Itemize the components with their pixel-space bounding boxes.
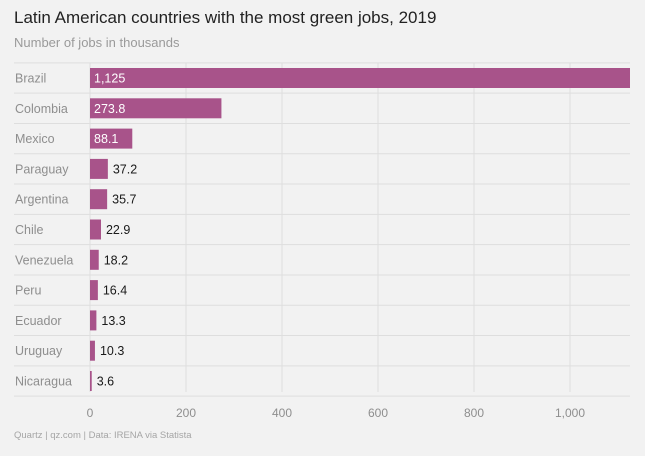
- chart-title: Latin American countries with the most g…: [14, 8, 437, 27]
- x-axis: 0 200 400 600 800 1,000: [87, 406, 586, 420]
- bar: [90, 219, 101, 240]
- bar: [90, 249, 99, 270]
- value-label: 22.9: [106, 223, 130, 237]
- bar: [90, 340, 95, 361]
- value-label: 16.4: [103, 284, 127, 298]
- value-label: 273.8: [94, 102, 125, 116]
- x-tick-label: 0: [87, 406, 94, 420]
- category-label: Brazil: [15, 72, 46, 86]
- category-label: Uruguay: [15, 344, 63, 358]
- value-label: 18.2: [104, 253, 128, 267]
- source-note: Quartz | qz.com | Data: IRENA via Statis…: [14, 430, 192, 441]
- category-label: Colombia: [15, 102, 68, 116]
- chart-subtitle: Number of jobs in thousands: [14, 35, 180, 50]
- x-tick-label: 600: [368, 406, 388, 420]
- gridlines: [14, 62, 630, 397]
- value-label: 1,125: [94, 72, 125, 86]
- x-tick-label: 200: [176, 406, 196, 420]
- labels: Brazil 1,125 Colombia 273.8 Mexico 88.1 Paragu…: [15, 72, 137, 389]
- category-label: Paraguay: [15, 162, 69, 176]
- bar: [90, 371, 92, 391]
- bar: [90, 128, 133, 149]
- bar: [90, 98, 222, 119]
- bar: [90, 68, 630, 88]
- x-tick-label: 400: [272, 406, 292, 420]
- category-label: Nicaragua: [15, 375, 72, 389]
- category-label: Chile: [15, 223, 44, 237]
- value-label: 3.6: [97, 375, 114, 389]
- category-label: Argentina: [15, 193, 69, 207]
- bars: [90, 68, 630, 391]
- category-label: Mexico: [15, 132, 55, 146]
- category-label: Venezuela: [15, 253, 73, 267]
- category-label: Peru: [15, 284, 41, 298]
- bar: [90, 189, 108, 210]
- bar: [90, 310, 97, 331]
- value-label: 35.7: [112, 193, 136, 207]
- x-tick-label: 1,000: [555, 406, 585, 420]
- value-label: 10.3: [100, 344, 124, 358]
- x-tick-label: 800: [464, 406, 484, 420]
- value-label: 88.1: [94, 132, 118, 146]
- bar: [90, 158, 108, 179]
- value-label: 13.3: [101, 314, 125, 328]
- value-label: 37.2: [113, 162, 137, 176]
- bar: [90, 280, 98, 301]
- category-label: Ecuador: [15, 314, 62, 328]
